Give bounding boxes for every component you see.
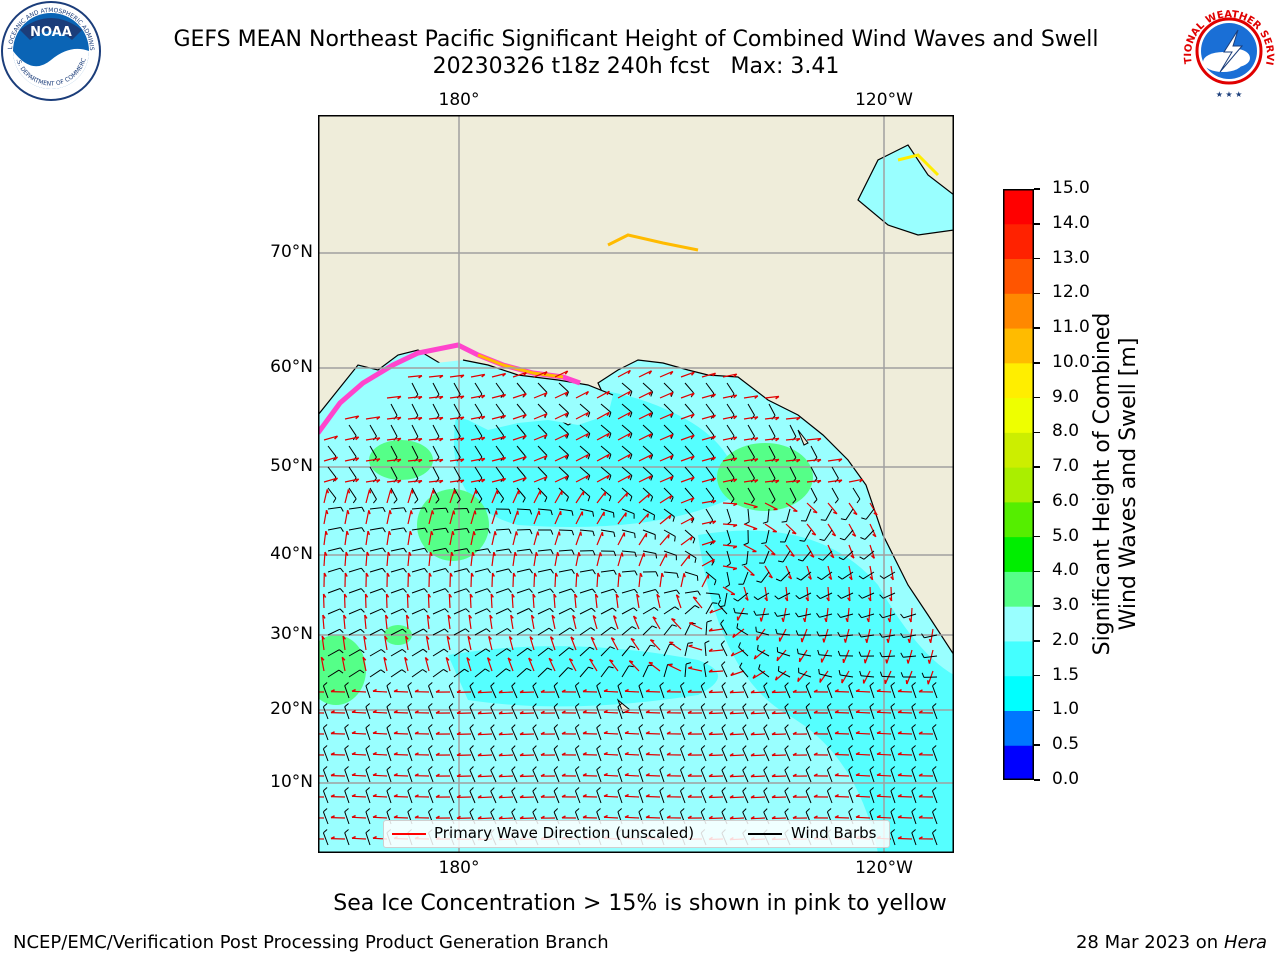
colorbar-segment (1003, 258, 1034, 294)
lon-label-top-120w: 120°W (855, 90, 913, 110)
colorbar-tick-label: 15.0 (1052, 178, 1090, 198)
colorbar-tick-mark (1034, 396, 1040, 399)
colorbar-tick-label: 3.0 (1052, 595, 1080, 616)
colorbar-tick-label: 2.0 (1052, 629, 1080, 650)
colorbar-tick-label: 1.0 (1052, 699, 1080, 720)
colorbar-segment (1003, 640, 1034, 677)
colorbar-tick-mark (1034, 223, 1040, 225)
colorbar-tick-label: 8.0 (1052, 421, 1080, 442)
colorbar-segment (1003, 328, 1034, 364)
colorbar-segment (1003, 467, 1034, 503)
colorbar-tick-label: 12.0 (1052, 282, 1090, 303)
colorbar-tick-mark (1034, 744, 1040, 746)
colorbar-segment (1003, 675, 1034, 711)
lat-label-60n: 60°N (270, 357, 313, 377)
sea-ice-edge (607, 233, 699, 252)
wave-direction-label: Primary Wave Direction (unscaled) (434, 824, 695, 842)
colorbar (1003, 189, 1034, 781)
colorbar-segment (1003, 293, 1034, 329)
colorbar-tick-label: 7.0 (1052, 456, 1080, 477)
svg-text:★ ★ ★: ★ ★ ★ (1216, 90, 1243, 99)
colorbar-tick-mark (1034, 605, 1040, 607)
colorbar-tick-mark (1034, 535, 1040, 538)
lon-label-bottom-180: 180° (438, 858, 480, 878)
colorbar-tick-label: 1.5 (1052, 664, 1080, 685)
colorbar-tick-mark (1034, 570, 1040, 573)
sea-ice-note: Sea Ice Concentration > 15% is shown in … (333, 891, 947, 916)
colorbar-segment (1003, 362, 1034, 399)
colorbar-segment (1003, 223, 1034, 260)
map-panel[interactable] (318, 115, 954, 853)
lat-label-40n: 40°N (270, 544, 313, 564)
colorbar-tick-mark (1034, 779, 1040, 781)
nws-logo: NATIONAL WEATHER SERVICE ★ ★ ★ (1174, 0, 1280, 102)
high-wave-area (318, 635, 366, 705)
colorbar-label-line1: Significant Height of Combined (1090, 312, 1115, 656)
colorbar-tick-label: 4.0 (1052, 560, 1080, 581)
colorbar-tick-mark (1034, 257, 1040, 260)
noaa-wordmark: NOAA (30, 25, 72, 40)
footer-date: 28 Mar 2023 on Hera (1076, 932, 1267, 953)
bering-sea (318, 360, 613, 445)
wind-barbs-label: Wind Barbs (791, 824, 877, 842)
footer-date-text: 28 Mar 2023 on (1075, 932, 1219, 953)
colorbar-segment (1003, 432, 1034, 468)
colorbar-tick-label: 13.0 (1052, 247, 1090, 268)
lat-label-70n: 70°N (270, 242, 313, 262)
footer-credit: NCEP/EMC/Verification Post Processing Pr… (13, 932, 609, 953)
colorbar-tick-mark (1034, 362, 1040, 364)
colorbar-tick-mark (1034, 431, 1040, 434)
wind-barbs-swatch (748, 833, 782, 835)
chart-subtitle: 20230326 t18z 240h fcst Max: 3.41 (432, 54, 840, 79)
colorbar-tick-mark (1034, 501, 1040, 503)
lat-label-50n: 50°N (270, 456, 313, 476)
high-wave-area (717, 443, 813, 511)
lon-label-top-180: 180° (438, 90, 480, 110)
colorbar-tick-label: 6.0 (1052, 490, 1080, 511)
colorbar-tick-mark (1034, 188, 1040, 190)
colorbar-tick-label: 0.5 (1052, 734, 1080, 755)
colorbar-tick-label: 11.0 (1052, 317, 1090, 338)
wave-direction-swatch (392, 833, 426, 835)
colorbar-segment (1003, 745, 1034, 781)
colorbar-segment (1003, 397, 1034, 433)
sea-ice-edge (897, 153, 940, 177)
colorbar-segment (1003, 501, 1034, 538)
map-border (318, 115, 954, 853)
colorbar-label-line2: Wind Waves and Swell [m] (1116, 337, 1141, 631)
chart-title: GEFS MEAN Northeast Pacific Significant … (173, 27, 1099, 52)
colorbar-tick-label: 0.0 (1052, 769, 1080, 789)
colorbar-segment (1003, 189, 1034, 225)
noaa-logo: NOAA NATIONAL OCEANIC AND ATMOSPHERIC AD… (0, 0, 102, 102)
colorbar-segment (1003, 571, 1034, 607)
footer-host: Hera (1223, 932, 1267, 953)
colorbar-label: Significant Height of Combined Wind Wave… (1090, 313, 1142, 656)
colorbar-tick-mark (1034, 709, 1040, 712)
colorbar-tick-label: 14.0 (1052, 212, 1090, 233)
colorbar-tick-label: 9.0 (1052, 386, 1080, 407)
lat-label-30n: 30°N (270, 624, 313, 644)
colorbar-tick-mark (1034, 466, 1040, 468)
colorbar-segment (1003, 536, 1034, 572)
map-legend: Primary Wave Direction (unscaled) Wind B… (383, 820, 890, 848)
vector-field (318, 369, 938, 846)
colorbar-tick-mark (1034, 292, 1040, 295)
colorbar-segment (1003, 710, 1034, 746)
colorbar-tick-mark (1034, 640, 1040, 642)
colorbar-segment (1003, 606, 1034, 642)
lat-label-10n: 10°N (270, 772, 313, 792)
colorbar-tick-label: 10.0 (1052, 351, 1090, 372)
lat-label-20n: 20°N (270, 699, 313, 719)
colorbar-tick-label: 5.0 (1052, 525, 1080, 546)
lon-label-bottom-120w: 120°W (855, 858, 913, 878)
colorbar-tick-mark (1034, 327, 1040, 329)
colorbar-tick-mark (1034, 674, 1040, 677)
